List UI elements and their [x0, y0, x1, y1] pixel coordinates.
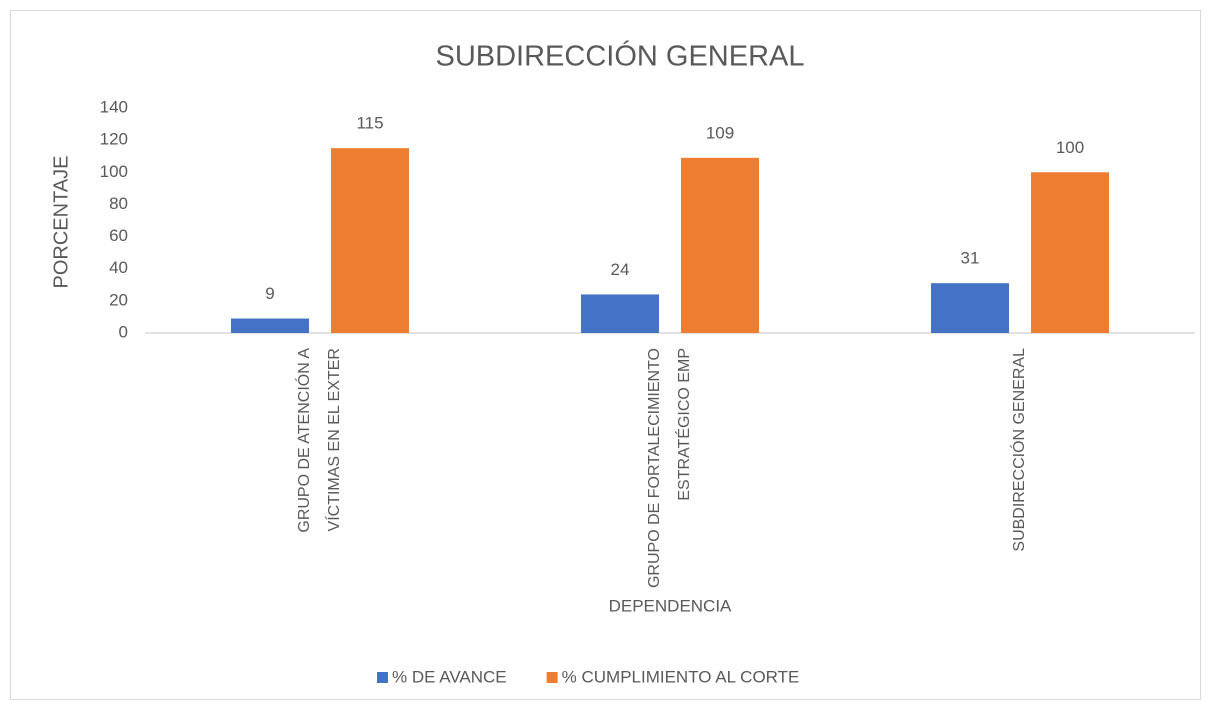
x-tick-label: GRUPO DE ATENCIÓN A VÍCTIMAS EN EL EXTER [296, 348, 343, 533]
legend-swatch [546, 672, 558, 683]
y-tick-label: 20 [109, 290, 128, 309]
bar [581, 294, 659, 333]
legend-swatch [377, 672, 388, 683]
data-label: 31 [961, 249, 980, 268]
y-axis-title: PORCENTAJE [50, 156, 72, 289]
chart-title: SUBDIRECCIÓN GENERAL [435, 40, 804, 73]
data-label: 9 [265, 284, 274, 303]
y-tick-label: 120 [100, 130, 128, 149]
y-tick-label: 40 [109, 258, 128, 277]
y-tick-label: 140 [100, 97, 128, 116]
legend-label: % DE AVANCE [392, 667, 507, 686]
x-tick-label: SUBDIRECCIÓN GENERAL [1011, 348, 1028, 552]
y-tick-label: 80 [109, 194, 128, 213]
data-label: 100 [1056, 138, 1084, 157]
data-label: 115 [356, 114, 383, 133]
data-label: 24 [611, 260, 630, 279]
bar [331, 148, 409, 333]
x-tick-label: GRUPO DE FORTALECIMIENTO ESTRATÉGICO EMP [646, 348, 693, 589]
y-tick-label: 60 [109, 226, 128, 245]
chart-border [10, 10, 1201, 700]
y-tick-label: 0 [119, 322, 128, 341]
x-axis-title: DEPENDENCIA [609, 596, 732, 615]
data-label: 109 [706, 123, 734, 142]
bar [1031, 172, 1109, 333]
bar [231, 318, 309, 333]
bar [681, 157, 759, 333]
legend-label: % CUMPLIMIENTO AL CORTE [562, 667, 800, 686]
bar [931, 283, 1009, 333]
y-tick-label: 100 [100, 162, 128, 181]
